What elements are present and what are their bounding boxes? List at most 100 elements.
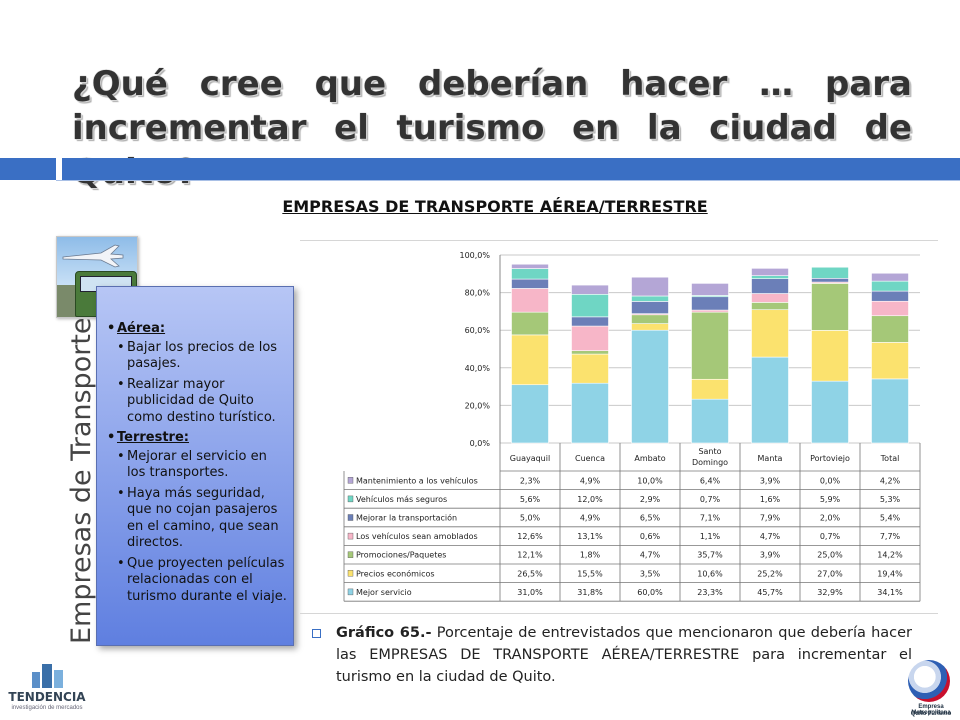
header-accent-bar (62, 158, 960, 180)
legend-label: Precios económicos (356, 568, 435, 578)
bar-segment (871, 342, 909, 380)
group-heading-aerea: Aérea: (107, 321, 287, 338)
bar-segment (751, 356, 789, 444)
data-label: 60,0% (637, 588, 663, 597)
y-tick-label: 80,0% (465, 289, 491, 298)
data-label: 0,7% (820, 532, 841, 541)
data-label: 26,5% (517, 569, 543, 578)
bar-segment (691, 311, 729, 380)
bar-segment (631, 276, 669, 297)
chart-container: 0,0% 20,0% 40,0% 60,0% 80,0% 100,0% Guayaquil C… (300, 240, 938, 614)
data-label: 6,4% (700, 476, 721, 485)
data-label: 7,7% (880, 532, 901, 541)
bar-segment (691, 378, 729, 400)
airplane-icon (62, 244, 124, 268)
data-label: 1,1% (700, 532, 721, 541)
bar-segment (691, 296, 729, 311)
bar-segment (871, 290, 909, 302)
data-label: 32,9% (817, 588, 843, 597)
category-label: Total (880, 454, 900, 463)
legend-swatch (347, 551, 354, 558)
legend-swatch (347, 532, 354, 540)
data-label: 13,1% (577, 532, 603, 541)
list-item: Realizar mayor publicidad de Quito como … (107, 377, 287, 427)
y-tick-label: 40,0% (465, 364, 491, 373)
data-label: 6,5% (640, 514, 661, 523)
data-label: 35,7% (697, 551, 723, 560)
bar-segment (571, 316, 609, 327)
building-logo-icon (32, 664, 63, 688)
bar-segment (571, 293, 609, 318)
bar-segment (691, 309, 729, 313)
data-label: 2,3% (520, 476, 541, 485)
bar-segment (811, 266, 849, 279)
bar-segment (571, 353, 609, 384)
data-label: 25,2% (757, 569, 783, 578)
data-label: 1,6% (760, 495, 781, 504)
bar-segment (571, 284, 609, 295)
data-label: 5,3% (880, 495, 901, 504)
data-label: 45,7% (757, 588, 783, 597)
legend-swatch (347, 514, 354, 521)
data-label: 7,9% (760, 514, 781, 523)
bar-segment (751, 278, 789, 294)
bar-segment (511, 311, 549, 336)
y-tick-label: 0,0% (470, 439, 491, 448)
legend-label: Los vehículos sean amoblados (356, 532, 478, 541)
data-label: 7,1% (700, 514, 721, 523)
data-label: 0,6% (640, 532, 661, 541)
recommendations-panel: Aérea: Bajar los precios de los pasajes.… (96, 286, 294, 646)
tendencia-logo: TENDENCIA investigación de mercados (2, 662, 92, 716)
bar-segment (751, 275, 789, 279)
data-label: 4,9% (580, 514, 601, 523)
list-item: Que proyecten películas relacionadas con… (107, 556, 287, 606)
bar-segment (571, 325, 609, 351)
data-label: 4,7% (640, 551, 661, 560)
data-label: 14,2% (877, 551, 903, 560)
data-label: 12,0% (577, 495, 603, 504)
bar-segment (811, 283, 849, 331)
quito-turismo-line1: Empresa Metropolitana (911, 704, 951, 716)
data-label: 10,0% (637, 476, 663, 485)
page-title: ¿Qué cree que deberían hacer … para incr… (72, 64, 912, 192)
bar-segment (811, 330, 849, 382)
data-label: 1,8% (580, 551, 601, 560)
data-label: 0,7% (700, 495, 721, 504)
bar-segment (511, 384, 549, 444)
category-label: Santo (698, 447, 721, 456)
data-label: 23,3% (697, 588, 723, 597)
bar-segment (511, 288, 549, 313)
data-label: 5,6% (520, 495, 541, 504)
list-item: Bajar los precios de los pasajes. (107, 340, 287, 373)
bar-segment (631, 329, 669, 444)
data-label: 4,9% (580, 476, 601, 485)
stacked-bar-chart: 0,0% 20,0% 40,0% 60,0% 80,0% 100,0% Guayaquil C… (343, 251, 921, 602)
category-label: Domingo (692, 458, 728, 467)
data-label: 34,1% (877, 588, 903, 597)
data-label: 27,0% (817, 569, 843, 578)
tendencia-name: TENDENCIA (8, 690, 86, 704)
data-label: 10,6% (697, 569, 723, 578)
bar-segment (571, 382, 609, 444)
data-label: 4,2% (880, 476, 901, 485)
list-item: Haya más seguridad, que no cojan pasajer… (107, 486, 287, 552)
legend-label: Mantenimiento a los vehículos (356, 476, 478, 485)
data-label: 12,1% (517, 551, 543, 560)
bar-segment (871, 378, 909, 444)
data-label: 31,8% (577, 588, 603, 597)
data-label: 5,0% (520, 514, 541, 523)
data-label: 3,5% (640, 569, 661, 578)
legend-label: Promociones/Paquetes (356, 551, 446, 560)
legend-label: Mejorar la transportación (356, 513, 457, 523)
data-label: 3,9% (760, 476, 781, 485)
quito-turismo-logo-icon (908, 660, 950, 702)
legend-swatch (347, 477, 354, 484)
data-label: 25,0% (817, 551, 843, 560)
caption-bullet-icon (312, 629, 321, 638)
data-label: 12,6% (517, 532, 543, 541)
legend-swatch (347, 495, 354, 503)
bar-segment (691, 283, 729, 296)
bar-segment (751, 309, 789, 358)
data-label: 2,9% (640, 495, 661, 504)
chart-caption: Gráfico 65.- Porcentaje de entrevistados… (312, 622, 912, 688)
